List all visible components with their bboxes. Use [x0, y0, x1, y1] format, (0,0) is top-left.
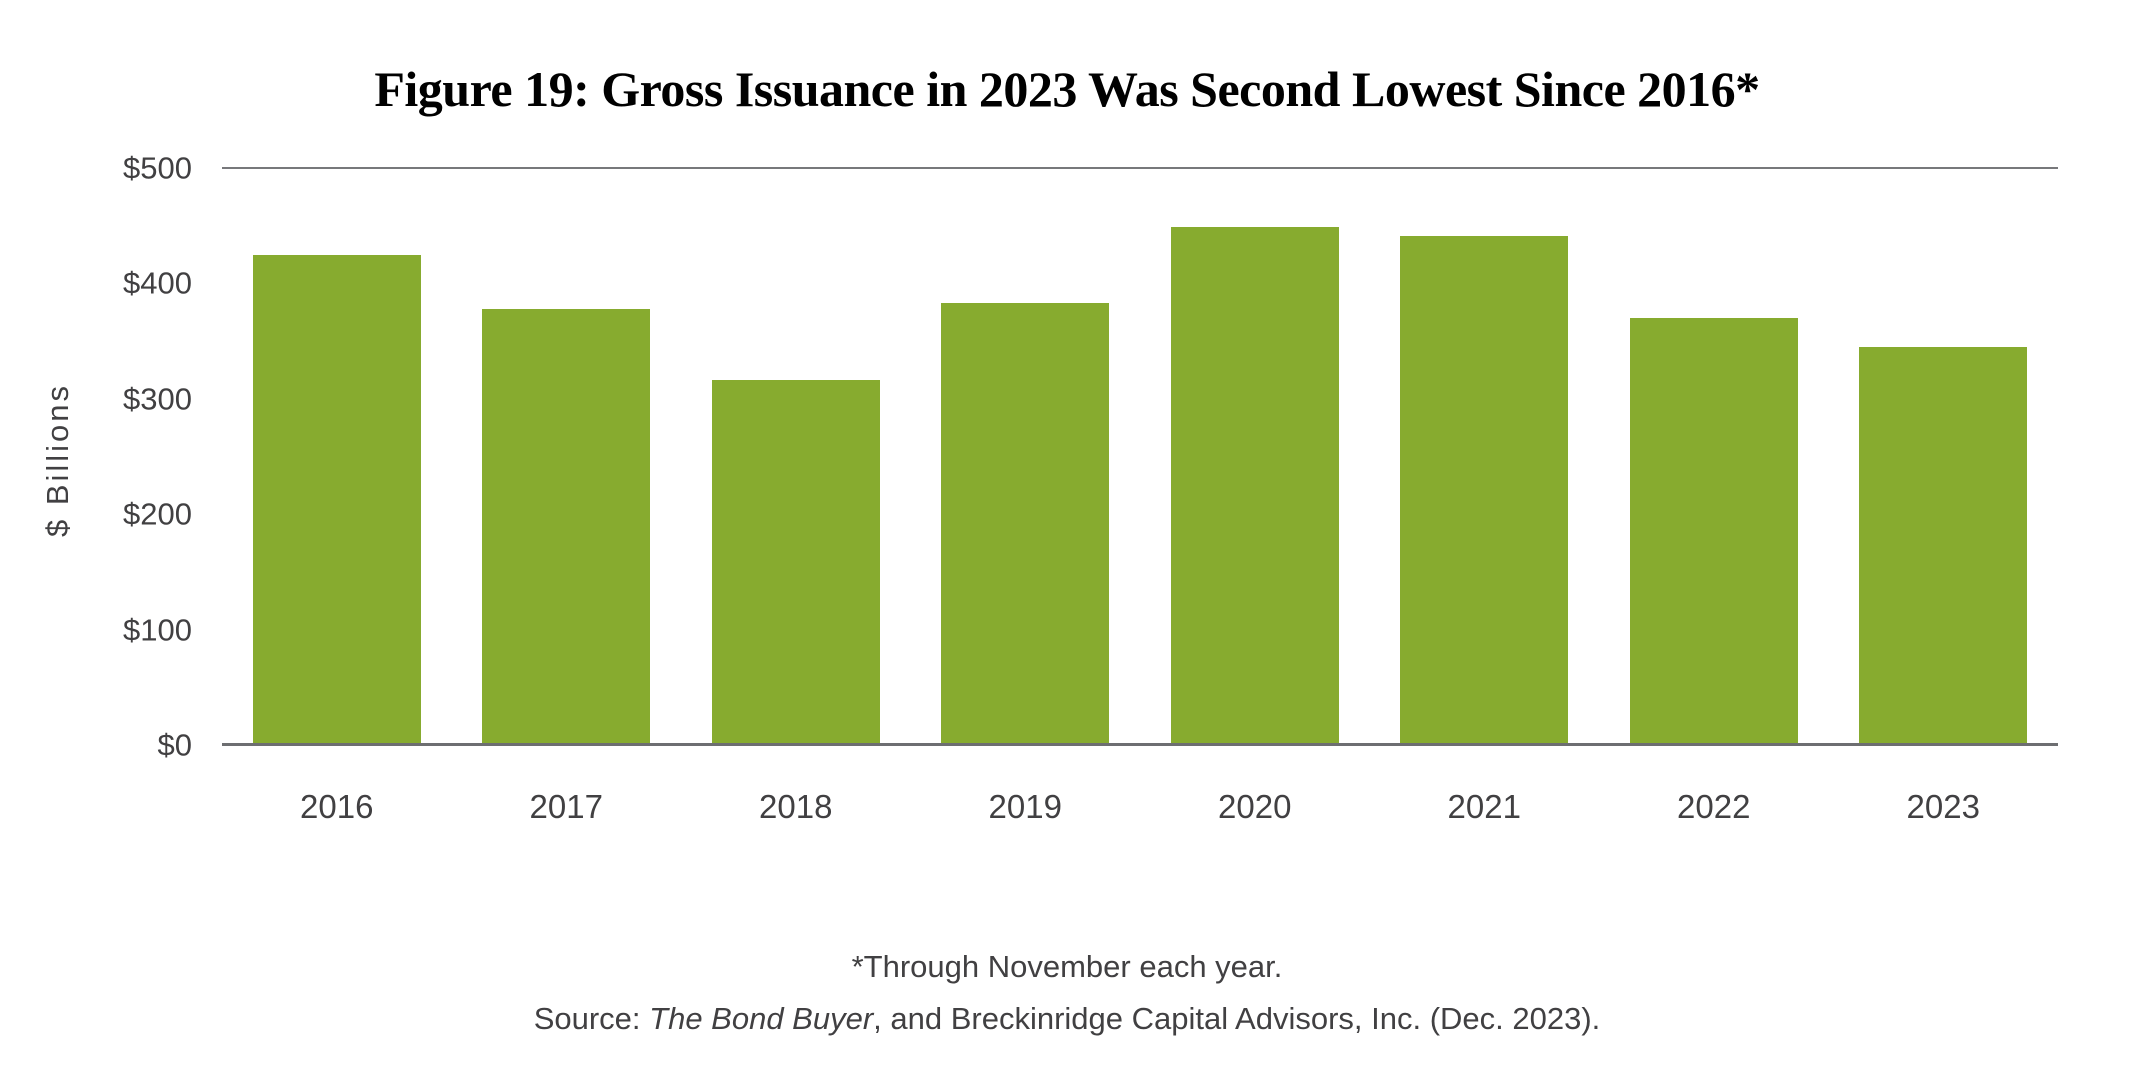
y-tick-label: $100	[123, 612, 192, 648]
bar-2018	[711, 380, 880, 745]
chart-footer: *Through November each year. Source: The…	[0, 941, 2134, 1045]
x-tick-label-2022: 2022	[1677, 788, 1751, 825]
source-suffix: , and Breckinridge Capital Advisors, Inc…	[873, 1001, 1601, 1036]
chart-title: Figure 19: Gross Issuance in 2023 Was Se…	[374, 61, 1760, 117]
x-tick-label-2021: 2021	[1447, 788, 1521, 825]
bar-slot-2016	[222, 168, 452, 745]
x-tick-label-2018: 2018	[759, 788, 833, 825]
y-tick-label: $500	[123, 150, 192, 186]
y-tick-label: $0	[157, 727, 192, 763]
bar-slot-2018	[681, 168, 911, 745]
bar-slot-2020	[1140, 168, 1370, 745]
bar-2021	[1400, 236, 1569, 745]
bar-2020	[1170, 226, 1339, 745]
footnote: *Through November each year.	[851, 949, 1283, 984]
source-publication: The Bond Buyer	[649, 1001, 874, 1036]
source-line: Source: The Bond Buyer, and Breckinridge…	[0, 993, 2134, 1045]
bars-container	[222, 168, 2058, 745]
x-tick-label-2017: 2017	[529, 788, 603, 825]
x-tick-label-2023: 2023	[1906, 788, 1980, 825]
bar-2016	[252, 254, 421, 745]
y-tick-label: $200	[123, 496, 192, 532]
x-axis-line	[222, 743, 2058, 746]
plot-area	[222, 167, 2058, 746]
x-tick-label-2016: 2016	[300, 788, 374, 825]
bar-2019	[941, 303, 1110, 745]
x-tick-label-2020: 2020	[1218, 788, 1292, 825]
bar-2023	[1859, 346, 2028, 745]
bar-slot-2021	[1370, 168, 1600, 745]
bar-2017	[482, 308, 651, 745]
y-tick-label: $400	[123, 265, 192, 301]
source-prefix: Source:	[533, 1001, 650, 1036]
bar-slot-2023	[1829, 168, 2059, 745]
y-tick-label: $300	[123, 381, 192, 417]
x-tick-label-2019: 2019	[988, 788, 1062, 825]
bar-2022	[1629, 318, 1798, 745]
top-gridline	[222, 167, 2058, 169]
bar-slot-2019	[911, 168, 1141, 745]
x-axis-ticks: 2016 2017 2018 2019 2020 2021 2022 2023	[222, 788, 2058, 826]
bar-slot-2022	[1599, 168, 1829, 745]
bar-slot-2017	[452, 168, 682, 745]
